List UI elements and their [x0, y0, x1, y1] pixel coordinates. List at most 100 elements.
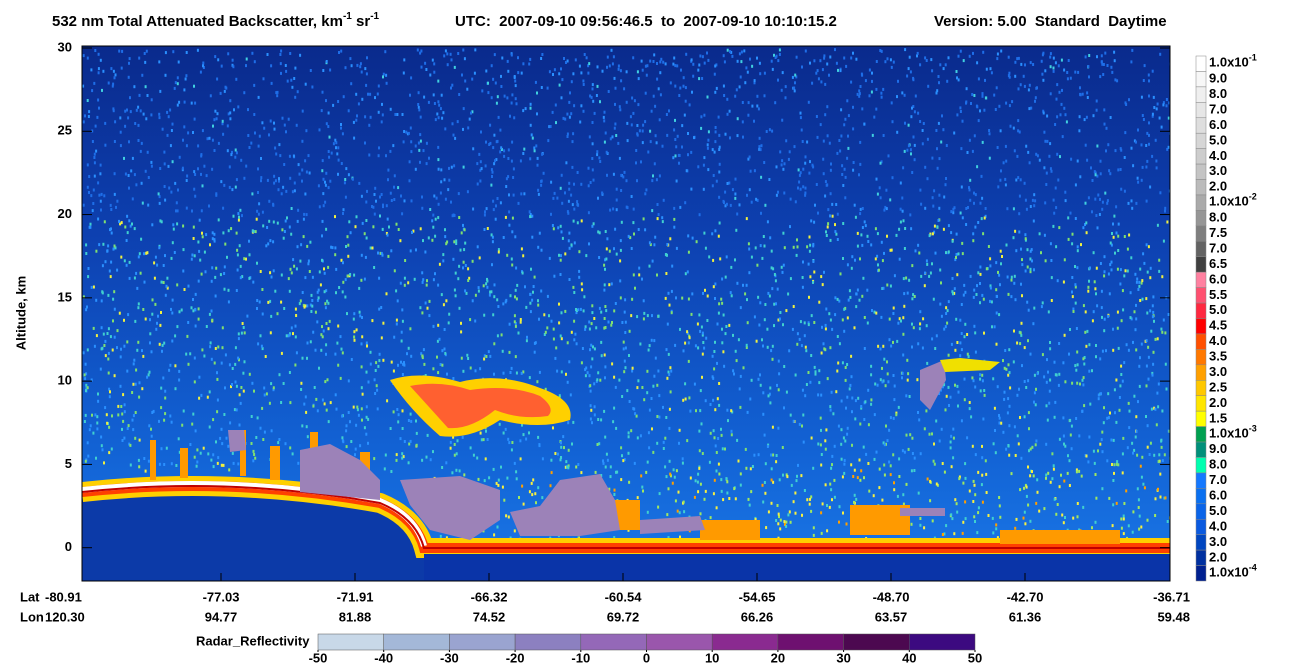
speckle: [653, 339, 656, 343]
speckle: [1167, 145, 1170, 149]
speckle: [400, 360, 402, 364]
speckle: [649, 129, 652, 133]
speckle: [424, 250, 427, 254]
speckle: [185, 179, 188, 182]
speckle: [751, 104, 754, 108]
speckle: [846, 316, 849, 320]
speckle: [804, 49, 807, 53]
speckle: [136, 348, 139, 352]
speckle: [1066, 471, 1069, 475]
speckle: [284, 442, 287, 446]
speckle: [820, 463, 823, 467]
speckle: [587, 211, 590, 215]
speckle: [706, 95, 709, 99]
speckle: [667, 352, 670, 356]
speckle: [641, 129, 644, 133]
speckle: [589, 348, 591, 352]
speckle: [381, 113, 384, 117]
speckle: [104, 260, 107, 264]
speckle: [1108, 496, 1111, 500]
speckle: [147, 373, 150, 377]
speckle: [1006, 275, 1009, 279]
speckle: [714, 297, 716, 300]
speckle: [617, 141, 620, 145]
speckle: [1112, 348, 1115, 352]
speckle: [757, 453, 760, 457]
speckle: [735, 359, 738, 363]
speckle: [355, 215, 358, 219]
speckle: [437, 216, 440, 220]
speckle: [1019, 342, 1022, 346]
speckle: [982, 297, 985, 301]
speckle: [458, 306, 461, 310]
speckle: [220, 427, 223, 431]
speckle: [711, 232, 714, 236]
speckle: [309, 303, 312, 307]
speckle: [137, 105, 140, 109]
speckle: [831, 327, 834, 331]
speckle: [918, 418, 921, 422]
speckle: [612, 55, 615, 59]
speckle: [490, 96, 493, 100]
speckle: [458, 264, 461, 268]
speckle: [240, 331, 243, 335]
speckle: [885, 188, 888, 192]
speckle: [1143, 261, 1146, 265]
speckle: [781, 446, 784, 449]
speckle: [1052, 56, 1055, 60]
speckle: [139, 149, 142, 153]
speckle: [295, 314, 298, 317]
speckle: [566, 341, 569, 345]
speckle: [809, 243, 812, 247]
speckle: [92, 431, 95, 435]
speckle: [177, 60, 180, 64]
speckle: [589, 404, 592, 408]
speckle: [654, 356, 657, 360]
speckle: [198, 249, 201, 253]
speckle: [747, 113, 750, 117]
speckle: [496, 95, 499, 99]
speckle: [285, 69, 288, 73]
speckle: [789, 277, 792, 281]
speckle: [935, 91, 938, 95]
speckle: [697, 346, 700, 350]
speckle: [373, 266, 376, 269]
speckle: [1095, 214, 1098, 217]
speckle: [507, 157, 510, 160]
speckle: [888, 317, 891, 321]
speckle: [537, 188, 540, 192]
speckle: [171, 241, 174, 245]
speckle: [318, 366, 320, 370]
speckle: [746, 410, 749, 414]
speckle: [867, 388, 870, 392]
speckle: [916, 51, 919, 55]
speckle: [574, 58, 577, 62]
speckle: [201, 184, 204, 188]
speckle: [996, 295, 998, 298]
speckle: [875, 87, 878, 91]
speckle: [491, 240, 494, 244]
speckle: [1006, 411, 1009, 415]
speckle: [1081, 378, 1084, 382]
speckle: [1148, 94, 1150, 98]
speckle: [344, 278, 347, 282]
speckle: [972, 479, 975, 483]
speckle: [505, 185, 508, 188]
speckle: [558, 83, 561, 87]
speckle: [201, 235, 204, 239]
speckle: [437, 158, 440, 162]
speckle: [713, 436, 716, 440]
speckle: [918, 327, 921, 331]
speckle: [421, 356, 424, 360]
speckle: [325, 60, 328, 63]
speckle: [953, 291, 956, 295]
speckle: [410, 150, 413, 154]
colorbar-box: [1195, 86, 1207, 103]
speckle: [804, 155, 807, 159]
speckle: [1013, 149, 1016, 153]
speckle: [687, 359, 690, 363]
speckle: [846, 395, 849, 399]
backscatter-image: [82, 46, 1170, 581]
speckle: [835, 390, 838, 394]
speckle: [251, 381, 254, 385]
